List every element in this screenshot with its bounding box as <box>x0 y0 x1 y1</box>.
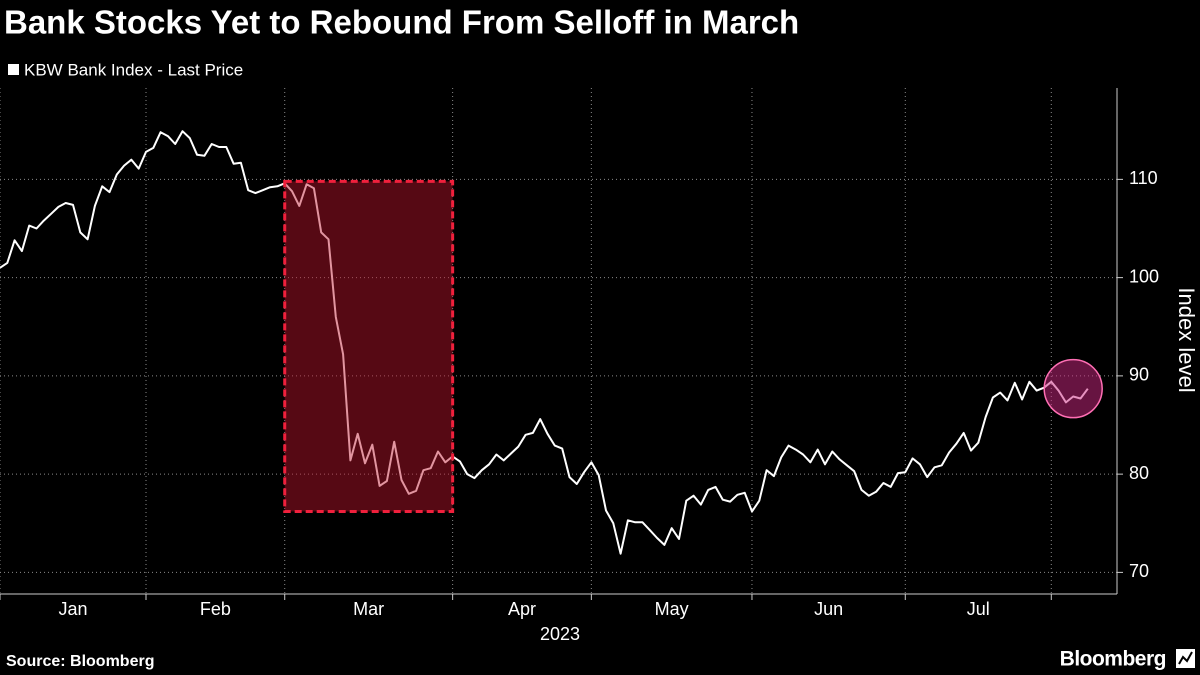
legend-label: KBW Bank Index - Last Price <box>24 60 243 79</box>
y-axis-label: Index level <box>1174 287 1199 392</box>
y-tick-label: 100 <box>1129 266 1159 286</box>
chart-title: Bank Stocks Yet to Rebound From Selloff … <box>4 4 799 41</box>
highlight-box <box>283 179 455 513</box>
icon-line <box>1178 651 1193 665</box>
y-tick-label: 80 <box>1129 463 1149 483</box>
highlight-circle <box>1043 358 1103 419</box>
brand: Bloomberg <box>1060 648 1166 671</box>
x-tick-label: Jun <box>814 599 843 619</box>
brand-icon <box>1176 649 1195 668</box>
source: Source: Bloomberg <box>6 653 154 670</box>
x-tick-label: May <box>655 599 689 619</box>
y-tick-label: 90 <box>1129 365 1149 385</box>
y-tick-label: 110 <box>1129 168 1158 188</box>
x-axis-label: 2023 <box>540 624 580 644</box>
x-tick-label: Mar <box>353 599 384 619</box>
series-line <box>0 130 1089 555</box>
x-tick-label: Jul <box>967 599 990 619</box>
x-tick-label: Jan <box>58 599 87 619</box>
x-tick-label: Feb <box>200 599 231 619</box>
legend-swatch <box>8 64 19 75</box>
x-tick-label: Apr <box>508 599 536 619</box>
y-tick-label: 70 <box>1129 561 1149 581</box>
